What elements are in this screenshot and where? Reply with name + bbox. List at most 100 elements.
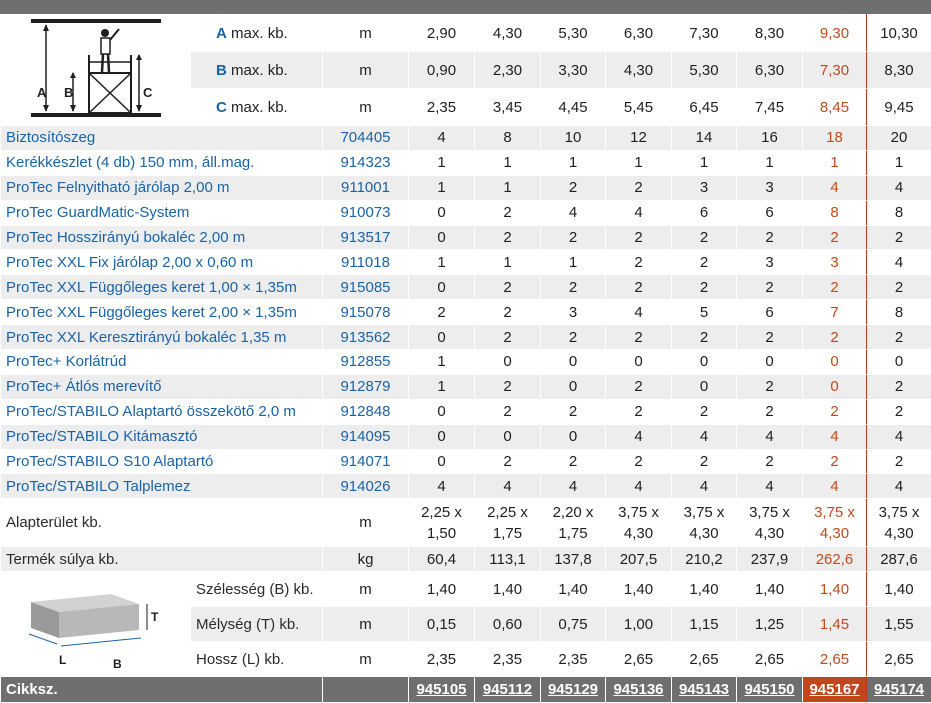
- article-number[interactable]: 945136: [613, 681, 663, 698]
- height-label-text: max. kb.: [231, 99, 288, 116]
- value-cell: 6,45: [672, 89, 737, 126]
- article-number-link[interactable]: 945105: [409, 677, 475, 703]
- component-code: 912879: [323, 374, 409, 399]
- footprint-label: Alapterület kb.: [1, 499, 323, 547]
- value-cell: 0: [409, 200, 475, 225]
- value-cell: 1: [409, 150, 475, 175]
- footprint-line: 3,75 x: [867, 502, 931, 523]
- top-bar: [0, 0, 931, 14]
- value-cell: 2: [606, 374, 672, 399]
- component-code: 915078: [323, 300, 409, 325]
- value-cell: 0: [803, 350, 867, 375]
- article-number[interactable]: 945105: [416, 681, 466, 698]
- value-cell: 2,35: [409, 642, 475, 677]
- value-cell: 6: [672, 200, 737, 225]
- value-cell: 4: [606, 474, 672, 499]
- value-cell: 0: [409, 399, 475, 424]
- value-cell: 20: [867, 126, 931, 151]
- value-cell: 6: [737, 200, 803, 225]
- value-cell: 0: [475, 424, 541, 449]
- value-cell: 3: [672, 175, 737, 200]
- article-number-link[interactable]: 945174: [867, 677, 931, 703]
- value-cell: 4: [672, 424, 737, 449]
- unit-cell: m: [323, 15, 409, 52]
- height-label-text: max. kb.: [231, 25, 288, 42]
- article-number-link[interactable]: 945150: [737, 677, 803, 703]
- value-cell: 0,75: [541, 607, 606, 642]
- article-empty: [323, 677, 409, 703]
- weight-label: Termék súlya kb.: [1, 547, 323, 572]
- value-cell: 0: [409, 225, 475, 250]
- article-number[interactable]: 945143: [679, 681, 729, 698]
- height-letter: C: [216, 99, 227, 116]
- footprint-line: 4,30: [672, 523, 736, 544]
- value-cell: 1: [541, 150, 606, 175]
- value-cell: 2: [606, 225, 672, 250]
- package-dim-label: Szélesség (B) kb.: [191, 572, 323, 607]
- component-code: 914071: [323, 449, 409, 474]
- value-cell: 0,90: [409, 52, 475, 89]
- unit-cell: kg: [323, 547, 409, 572]
- value-cell: 2: [867, 399, 931, 424]
- value-cell: 3: [737, 250, 803, 275]
- article-number[interactable]: 945112: [483, 681, 532, 698]
- value-cell: 7,30: [672, 15, 737, 52]
- value-cell: 4: [409, 126, 475, 151]
- component-name: ProTec Felnyitható járólap 2,00 m: [1, 175, 323, 200]
- value-cell: 5,30: [541, 15, 606, 52]
- value-cell: 6,30: [737, 52, 803, 89]
- component-code: 915085: [323, 275, 409, 300]
- value-cell: 2: [475, 225, 541, 250]
- article-number[interactable]: 945150: [744, 681, 794, 698]
- value-cell: 4: [475, 474, 541, 499]
- article-number-link[interactable]: 945112: [475, 677, 541, 703]
- value-cell: 0: [409, 449, 475, 474]
- value-cell: 8,30: [867, 52, 931, 89]
- article-number[interactable]: 945167: [809, 681, 859, 698]
- article-number-link[interactable]: 945167: [803, 677, 867, 703]
- value-cell: 1: [672, 150, 737, 175]
- component-name: ProTec/STABILO Kitámasztó: [1, 424, 323, 449]
- value-cell: 1: [541, 250, 606, 275]
- article-number-link[interactable]: 945136: [606, 677, 672, 703]
- value-cell: 1,00: [606, 607, 672, 642]
- unit-cell: m: [323, 642, 409, 677]
- value-cell: 4: [737, 424, 803, 449]
- value-cell: 0,60: [475, 607, 541, 642]
- value-cell: 1: [606, 150, 672, 175]
- value-cell: 2: [541, 325, 606, 350]
- value-cell: 2: [737, 374, 803, 399]
- article-number[interactable]: 945129: [548, 681, 598, 698]
- article-number-link[interactable]: 945129: [541, 677, 606, 703]
- footprint-line: 2,25 x: [475, 502, 540, 523]
- value-cell: 2: [409, 300, 475, 325]
- component-code: 914323: [323, 150, 409, 175]
- value-cell: 1,40: [737, 572, 803, 607]
- value-cell: 2,35: [541, 642, 606, 677]
- value-cell: 137,8: [541, 547, 606, 572]
- component-name: ProTec GuardMatic-System: [1, 200, 323, 225]
- value-cell: 2: [672, 225, 737, 250]
- value-cell: 0: [867, 350, 931, 375]
- article-number[interactable]: 945174: [874, 681, 924, 698]
- value-cell: 2: [737, 225, 803, 250]
- value-cell: 3,45: [475, 89, 541, 126]
- footprint-line: 4,30: [803, 523, 866, 544]
- value-cell: 4: [409, 474, 475, 499]
- article-number-link[interactable]: 945143: [672, 677, 737, 703]
- value-cell: 2: [606, 325, 672, 350]
- value-cell: 3,30: [541, 52, 606, 89]
- value-cell: 1: [475, 175, 541, 200]
- value-cell: 0: [672, 374, 737, 399]
- value-cell: 4: [803, 424, 867, 449]
